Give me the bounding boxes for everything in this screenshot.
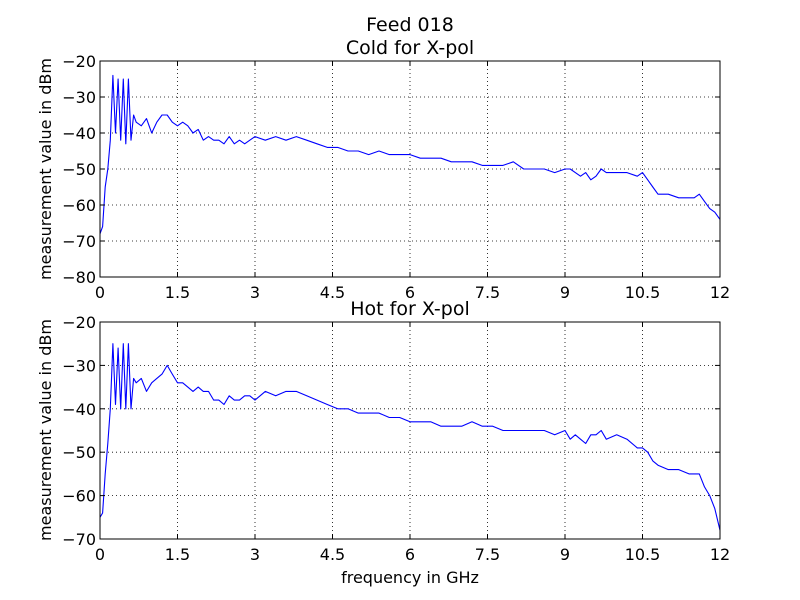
cold-plot-ytick-label: −70: [62, 232, 96, 251]
cold-plot-ytick-label: −30: [62, 88, 96, 107]
cold-plot-ytick-label: −80: [62, 268, 96, 287]
hot-plot-ytick-label: −20: [62, 313, 96, 332]
hot-plot-xtick-label: 6: [405, 545, 415, 564]
cold-plot-title: Cold for X-pol: [346, 37, 474, 59]
hot-plot-ticks: 0 1.5 3 4.5 6 7.5 9 10.5 12 −70 −60 −50 −40 −30 −20: [62, 313, 730, 564]
cold-plot-xtick-label: 1.5: [165, 283, 190, 302]
cold-plot-series-line: [99, 74, 721, 234]
cold-plot-xtick-label: 9: [560, 283, 570, 302]
cold-plot-xtick-label: 10.5: [625, 283, 661, 302]
cold-plot-xtick-label: 3: [250, 283, 260, 302]
cold-plot-xtick-label: 7.5: [475, 283, 500, 302]
cold-plot-xtick-label: 6: [405, 283, 415, 302]
cold-plot-ytick-label: −60: [62, 196, 96, 215]
hot-plot-xtick-label: 1.5: [165, 545, 190, 564]
hot-plot-title: Hot for X-pol: [350, 298, 469, 320]
hot-plot-xtick-label: 12: [710, 545, 730, 564]
cold-plot-xtick-label: 4.5: [320, 283, 345, 302]
hot-plot-ytick-label: −70: [62, 530, 96, 549]
hot-plot-grid: [100, 322, 720, 539]
hot-plot: Hot for X-pol 0 1.5 3 4.5 6 7.5 9 10.5 12 −70 −60 −…: [36, 298, 730, 587]
cold-plot-ticks: 0 1.5 3 4.5 6 7.5 9 10.5 12 −80 −70 −60 −50 −40 −30 −20: [62, 52, 730, 302]
cold-plot: Cold for X-pol 0 1.5 3 4.5 6 7.5 9 10.5 12 −80 −70…: [36, 37, 730, 302]
cold-plot-xtick-label: 12: [710, 283, 730, 302]
hot-plot-xtick-label: 7.5: [475, 545, 500, 564]
hot-plot-xtick-label: 3: [250, 545, 260, 564]
cold-plot-series: [99, 74, 721, 234]
hot-plot-ytick-label: −40: [62, 400, 96, 419]
hot-plot-ytick-label: −50: [62, 443, 96, 462]
cold-plot-ytick-label: −40: [62, 124, 96, 143]
hot-plot-xtick-label: 4.5: [320, 545, 345, 564]
cold-plot-xtick-label: 0: [95, 283, 105, 302]
hot-plot-xlabel: frequency in GHz: [341, 568, 479, 587]
hot-plot-xtick-label: 9: [560, 545, 570, 564]
hot-plot-series-line: [99, 343, 721, 531]
cold-plot-ytick-label: −20: [62, 52, 96, 71]
hot-plot-series: [99, 343, 721, 531]
hot-plot-ytick-label: −30: [62, 356, 96, 375]
hot-plot-ytick-label: −60: [62, 487, 96, 506]
cold-plot-ytick-label: −50: [62, 160, 96, 179]
cold-plot-ylabel: measurement value in dBm: [36, 58, 55, 280]
hot-plot-xtick-label: 10.5: [625, 545, 661, 564]
figure-title: Feed 018: [366, 14, 454, 36]
hot-plot-ylabel: measurement value in dBm: [36, 319, 55, 541]
hot-plot-xtick-label: 0: [95, 545, 105, 564]
